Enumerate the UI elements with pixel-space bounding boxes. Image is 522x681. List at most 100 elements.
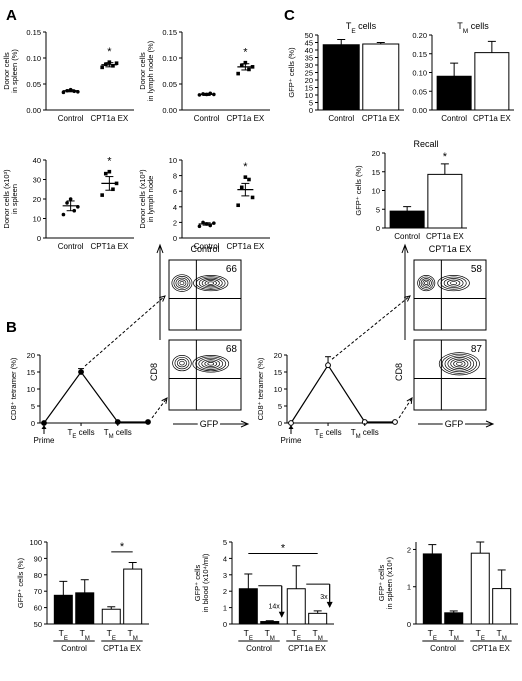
B2-prime-label: Prime	[281, 436, 302, 445]
data-point	[325, 362, 331, 369]
C2-y-tick-label: 0.15	[412, 50, 427, 59]
A1-y-tick-label: 0.10	[26, 54, 41, 63]
data-point-square	[247, 67, 251, 72]
C1-y-tick-label: 0	[309, 106, 313, 115]
B5-y-label: GFP⁺ cells	[377, 565, 386, 602]
C3-y-label: GFP⁺ cells (%)	[354, 165, 363, 216]
A1-y-tick-label: 0.15	[26, 28, 41, 37]
A3-y-tick-label: 30	[33, 176, 41, 185]
A1-x-label: Control	[58, 114, 84, 123]
B1-y-tick-label: 15	[27, 368, 35, 377]
bar	[286, 588, 306, 625]
A3-y-tick-label: 40	[33, 156, 41, 165]
contour-ring	[444, 355, 475, 373]
contour-ring	[179, 281, 185, 286]
bar	[492, 588, 512, 625]
B4-y-label: GFP⁺ cells	[193, 565, 202, 602]
B2-y-tick-label: 0	[278, 419, 282, 428]
data-point-square	[100, 65, 104, 70]
C1-x-label: Control	[328, 114, 354, 123]
data-point-square	[111, 187, 115, 192]
C3-y-tick-label: 15	[372, 168, 380, 177]
cd8-axis-label: CD8	[394, 363, 404, 381]
C1-x-label: CPT1a EX	[362, 114, 400, 123]
C1-y-tick-label: 25	[305, 69, 313, 78]
flow-group-label: Control	[190, 244, 219, 254]
gfp-axis-arrowhead	[485, 420, 495, 428]
data-point	[145, 419, 151, 425]
contour-ring	[176, 358, 187, 368]
B4-y-tick-label: 5	[223, 538, 227, 547]
C2-x-label: CPT1a EX	[473, 114, 511, 123]
C1-title: TE cells	[346, 21, 377, 35]
flow-plot-frame	[413, 259, 487, 331]
C3-x-label: Control	[394, 232, 420, 241]
contour-ring	[173, 276, 191, 291]
contour-ring	[171, 274, 193, 292]
contour-ring	[201, 278, 220, 288]
gfp-axis-label: GFP	[200, 419, 219, 429]
C1-y-tick-label: 35	[305, 54, 313, 63]
C3-y-tick-label: 20	[372, 149, 380, 158]
B2-y-tick-label: 5	[278, 402, 282, 411]
A3-y-label: Donor cells (x10³)	[2, 169, 11, 229]
data-point-square	[236, 203, 240, 208]
contour-ring	[420, 278, 432, 289]
B5-group-label: CPT1a EX	[472, 644, 510, 653]
B4-y-tick-label: 0	[223, 620, 227, 629]
contour-ring	[207, 281, 214, 285]
A3-y-tick-label: 20	[33, 195, 41, 204]
A2-y-tick-label: 0.15	[162, 28, 177, 37]
cd8-axis-arrowhead	[156, 243, 164, 254]
A3-x-label: Control	[58, 242, 84, 251]
A4-y-label-line2: in lymph node	[146, 176, 155, 223]
A1-x-label: CPT1a EX	[90, 114, 128, 123]
gfp-axis-label: GFP	[445, 419, 464, 429]
data-point-square	[114, 61, 119, 65]
contour-ring	[204, 360, 218, 367]
B1-y-tick-label: 0	[31, 419, 35, 428]
data-point-circle	[65, 201, 69, 205]
data-point-square	[239, 185, 244, 190]
C1-y-tick-label: 30	[305, 61, 313, 70]
flow-plot-frame	[168, 339, 242, 411]
C1-y-tick-label: 20	[305, 76, 313, 85]
contour-ring	[456, 361, 463, 366]
C1-y-tick-label: 50	[305, 31, 313, 40]
contour-ring	[195, 356, 227, 372]
B1-y-tick-label: 20	[27, 351, 35, 360]
B1-y-tick-label: 10	[27, 385, 35, 394]
fold-arrowhead	[326, 601, 333, 608]
contour-ring	[204, 280, 217, 287]
contour-ring	[443, 278, 464, 289]
B2-prime-arrowhead	[288, 425, 294, 429]
B4-category-label: TE	[292, 628, 301, 642]
B5-y-label-line2: in spleen (x10⁶)	[385, 556, 394, 609]
flow-plot-frame	[168, 259, 242, 331]
fold-change-label: 3x	[320, 594, 328, 601]
gfp-percent-label: 87	[471, 344, 483, 355]
A2-y-tick-label: 0.05	[162, 80, 177, 89]
panel-label-b: B	[6, 319, 17, 336]
contour-ring	[418, 276, 434, 290]
B3-y-tick-label: 90	[34, 554, 42, 563]
dashed-arrow-effector-head	[404, 295, 411, 302]
C1-y-tick-label: 10	[305, 91, 313, 100]
data-point-square	[100, 193, 104, 197]
B1-y-tick-label: 5	[31, 402, 35, 411]
B4-category-label: TE	[244, 628, 253, 642]
B1-y-label: CD8⁺ tetramer (%)	[9, 357, 18, 420]
B3-group-label: CPT1a EX	[103, 644, 141, 653]
bar	[444, 612, 464, 625]
B3-category-label: TE	[107, 628, 116, 642]
data-point-circle	[68, 197, 73, 201]
contour-ring	[453, 360, 466, 368]
bar	[474, 52, 510, 111]
series-line	[43, 370, 148, 424]
C3-title: Recall	[413, 139, 438, 149]
data-point	[288, 420, 294, 426]
significance-star: *	[281, 542, 286, 554]
B4-category-label: TM	[265, 628, 275, 642]
gfp-percent-label: 66	[226, 264, 238, 275]
bar	[389, 210, 425, 229]
